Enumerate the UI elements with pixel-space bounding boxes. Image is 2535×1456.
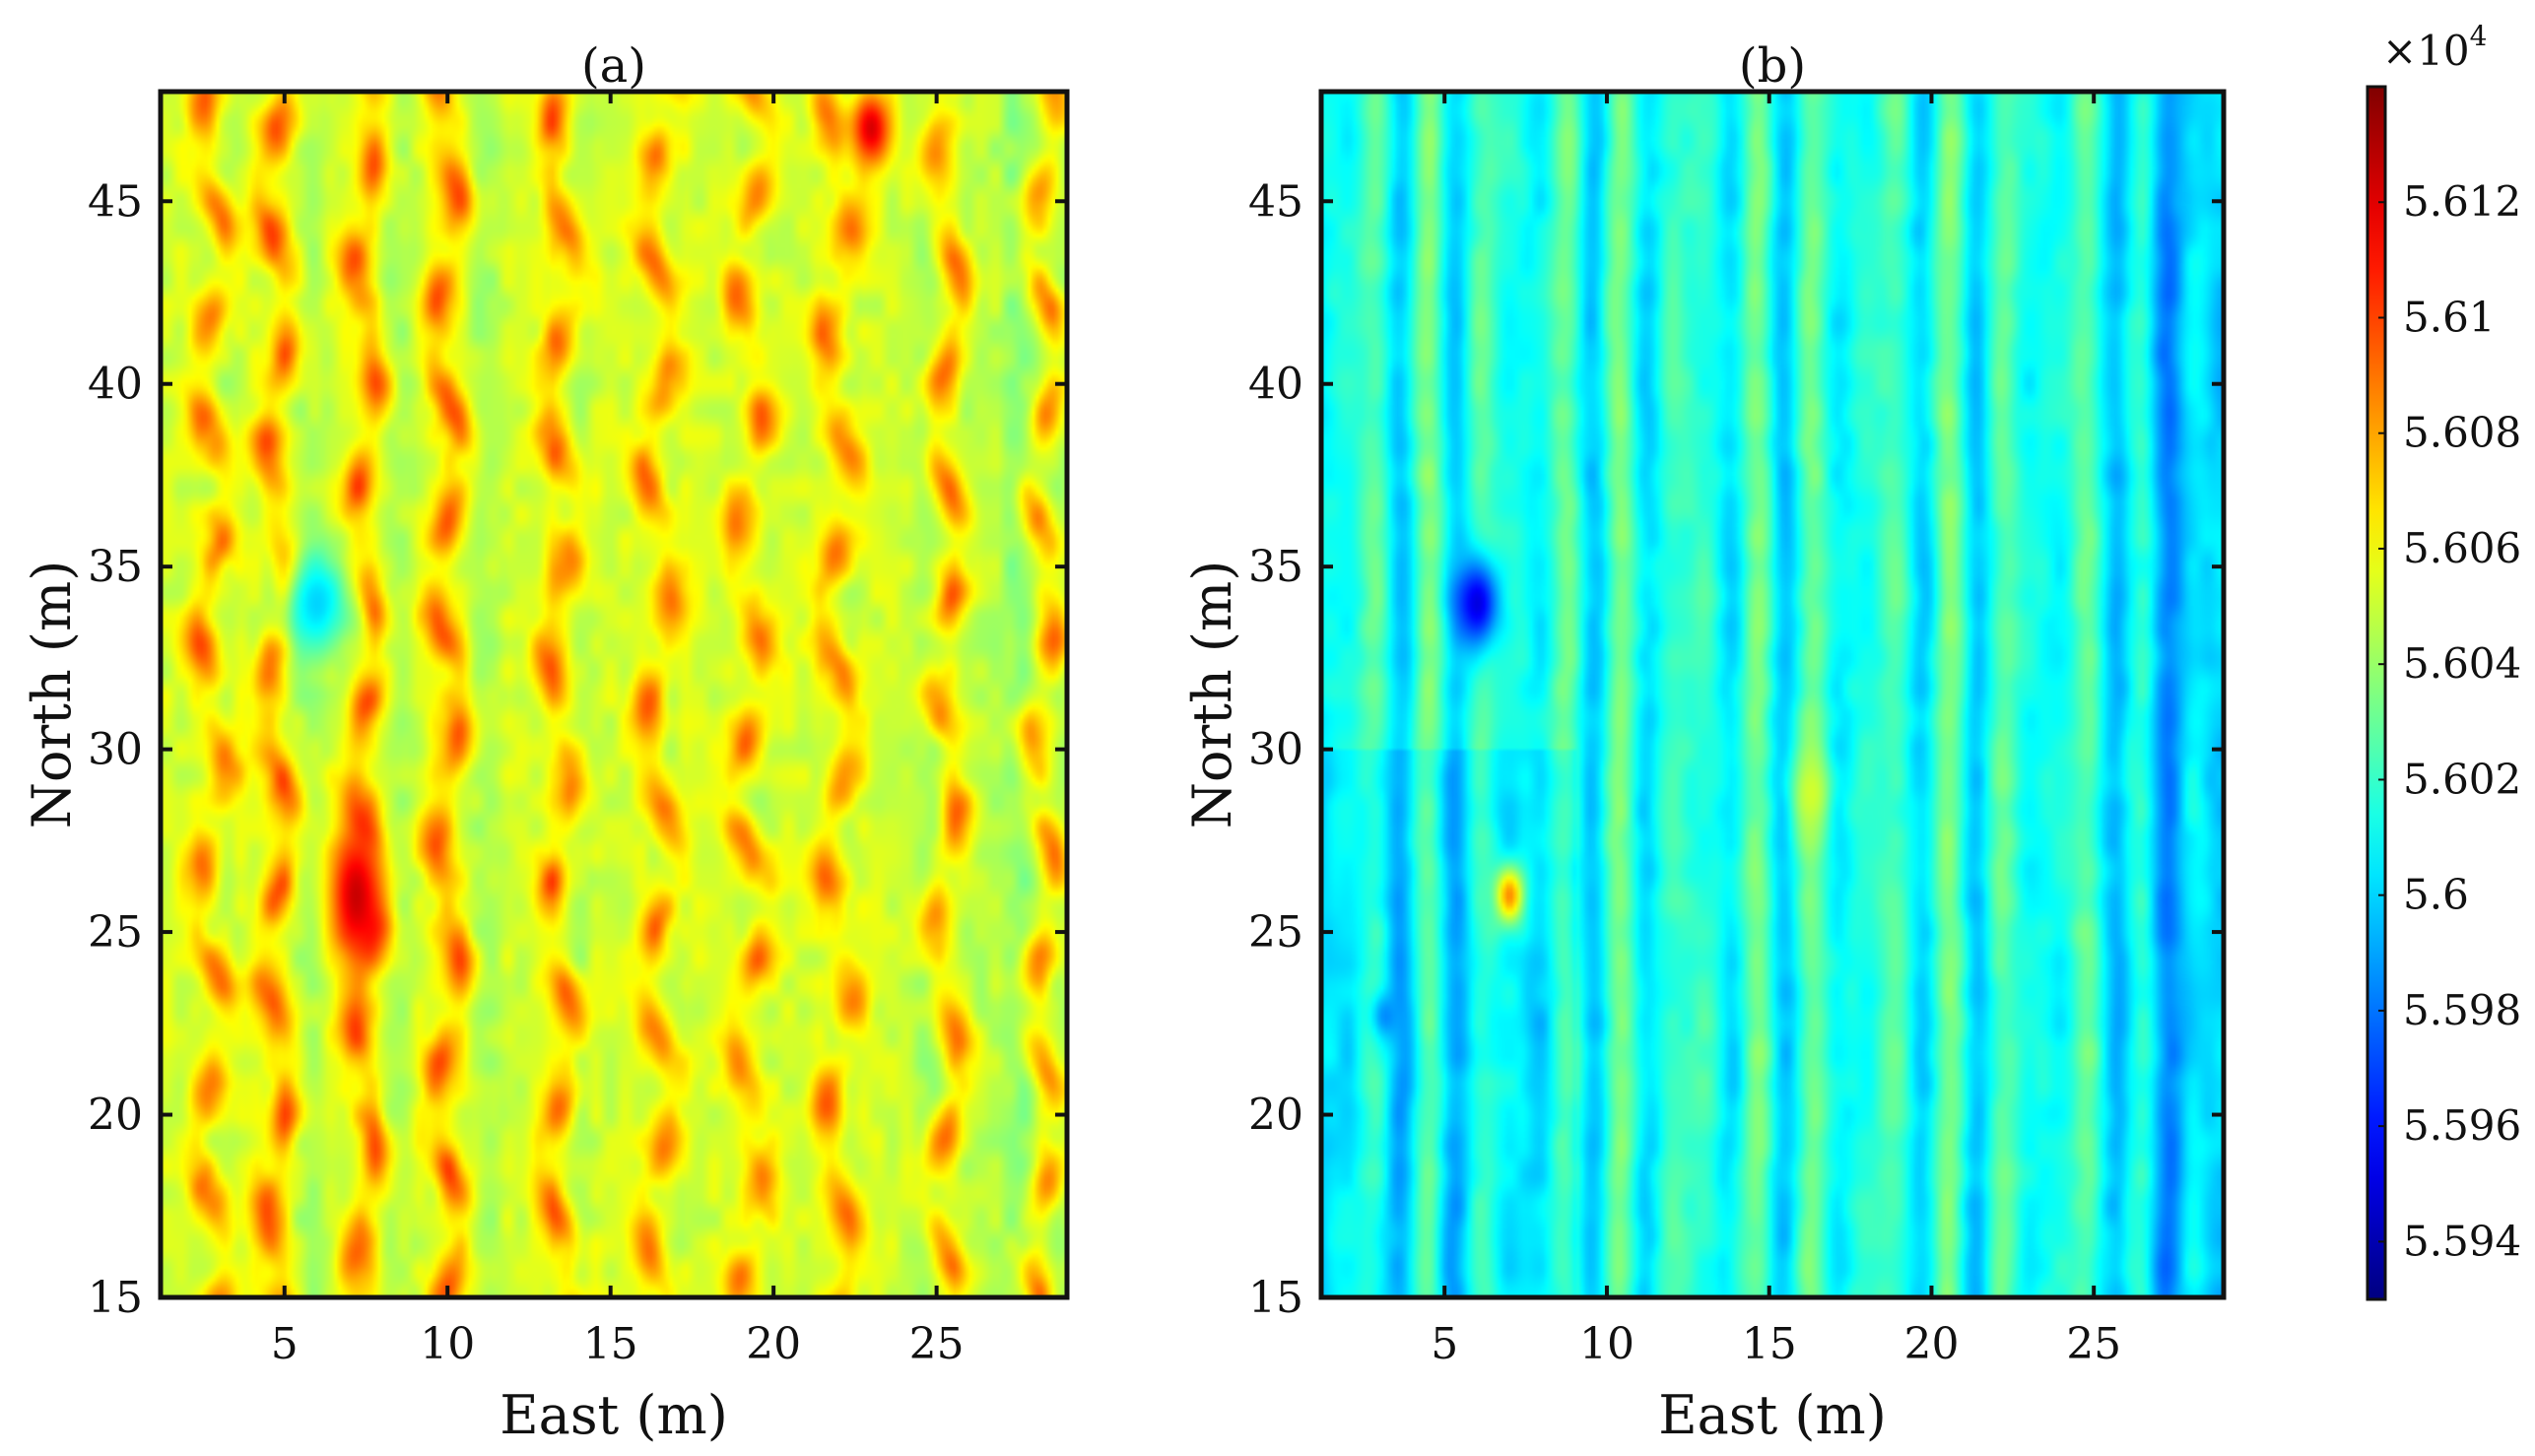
colorbar-frame [2366,85,2387,1301]
tick-group-a: 5 10 15 20 25 15 20 25 30 35 40 45 [88,92,1067,1369]
x-axis-title-b: East (m) [1658,1384,1887,1446]
colorbar-exponent-power: 4 [2470,20,2488,52]
colorbar-tick-label: 5.606 [2403,524,2521,572]
heatmap-panel-a: 5 10 15 20 25 15 20 25 30 35 40 45 (a) East (m) Nor… [21,38,1070,1446]
colorbar-tick-label: 5.612 [2403,177,2521,226]
x-axis-title-a: East (m) [500,1384,728,1446]
x-tick-label: 15 [1742,1319,1797,1369]
y-tick-label: 45 [88,176,143,227]
y-tick-label: 25 [88,907,143,958]
plot-frame-a [158,89,1070,1300]
y-tick-label: 20 [88,1091,143,1141]
colorbar-tick-label: 5.598 [2403,986,2521,1034]
y-tick-label: 35 [88,542,143,592]
x-tick-label: 10 [420,1319,475,1369]
colorbar-exponent-base: ×10 [2382,27,2470,75]
x-tick-label: 5 [271,1319,299,1369]
y-axis-title-b: North (m) [1181,561,1243,829]
x-tick-label: 25 [909,1319,965,1369]
y-tick-label: 25 [1248,907,1303,958]
colorbar-tick-label: 5.604 [2403,639,2521,688]
y-tick-label: 40 [88,360,143,410]
heatmap-image-a [161,92,1067,1297]
colorbar-tick-group: 5.594 5.596 5.598 5.6 5.602 5.604 5.606 5.608 5.… [2378,177,2521,1265]
y-tick-label: 20 [1248,1091,1303,1141]
x-tick-label: 25 [2066,1319,2121,1369]
x-tick-label: 5 [1431,1319,1458,1369]
colorbar-tick-label: 5.596 [2403,1101,2521,1150]
y-tick-label: 15 [88,1273,143,1323]
x-tick-label: 20 [746,1319,801,1369]
y-tick-label: 30 [88,725,143,775]
colorbar-tick-label: 5.594 [2403,1217,2521,1265]
colorbar-tick-label: 5.608 [2403,409,2521,457]
x-tick-label: 15 [583,1319,638,1369]
panel-title-b: (b) [1739,38,1806,94]
colorbar-exponent-label: ×104 [2382,20,2487,75]
y-tick-label: 30 [1248,725,1303,775]
heatmap-panel-b: 5 10 15 20 25 15 20 25 30 35 40 45 (b) East (m) Nor… [1181,38,2227,1446]
colorbar-gradient [2368,87,2385,1299]
tick-group-b: 5 10 15 20 25 15 20 25 30 35 40 45 [1248,92,2224,1369]
colorbar-tick-label: 5.6 [2403,871,2469,919]
colorbar-tick-label: 5.602 [2403,755,2521,803]
heatmap-image-b [1321,92,2224,1297]
colorbar-tick-label: 5.61 [2403,293,2496,341]
y-tick-label: 40 [1248,360,1303,410]
x-tick-label: 10 [1579,1319,1634,1369]
plot-frame-b [1318,89,2227,1300]
colorbar: 5.594 5.596 5.598 5.6 5.602 5.604 5.606 5.608 5.… [2366,20,2521,1301]
panel-title-a: (a) [581,38,646,94]
y-tick-label: 45 [1248,176,1303,227]
y-axis-title-a: North (m) [21,561,83,829]
y-tick-label: 35 [1248,542,1303,592]
y-tick-label: 15 [1248,1273,1303,1323]
x-tick-label: 20 [1903,1319,1959,1369]
